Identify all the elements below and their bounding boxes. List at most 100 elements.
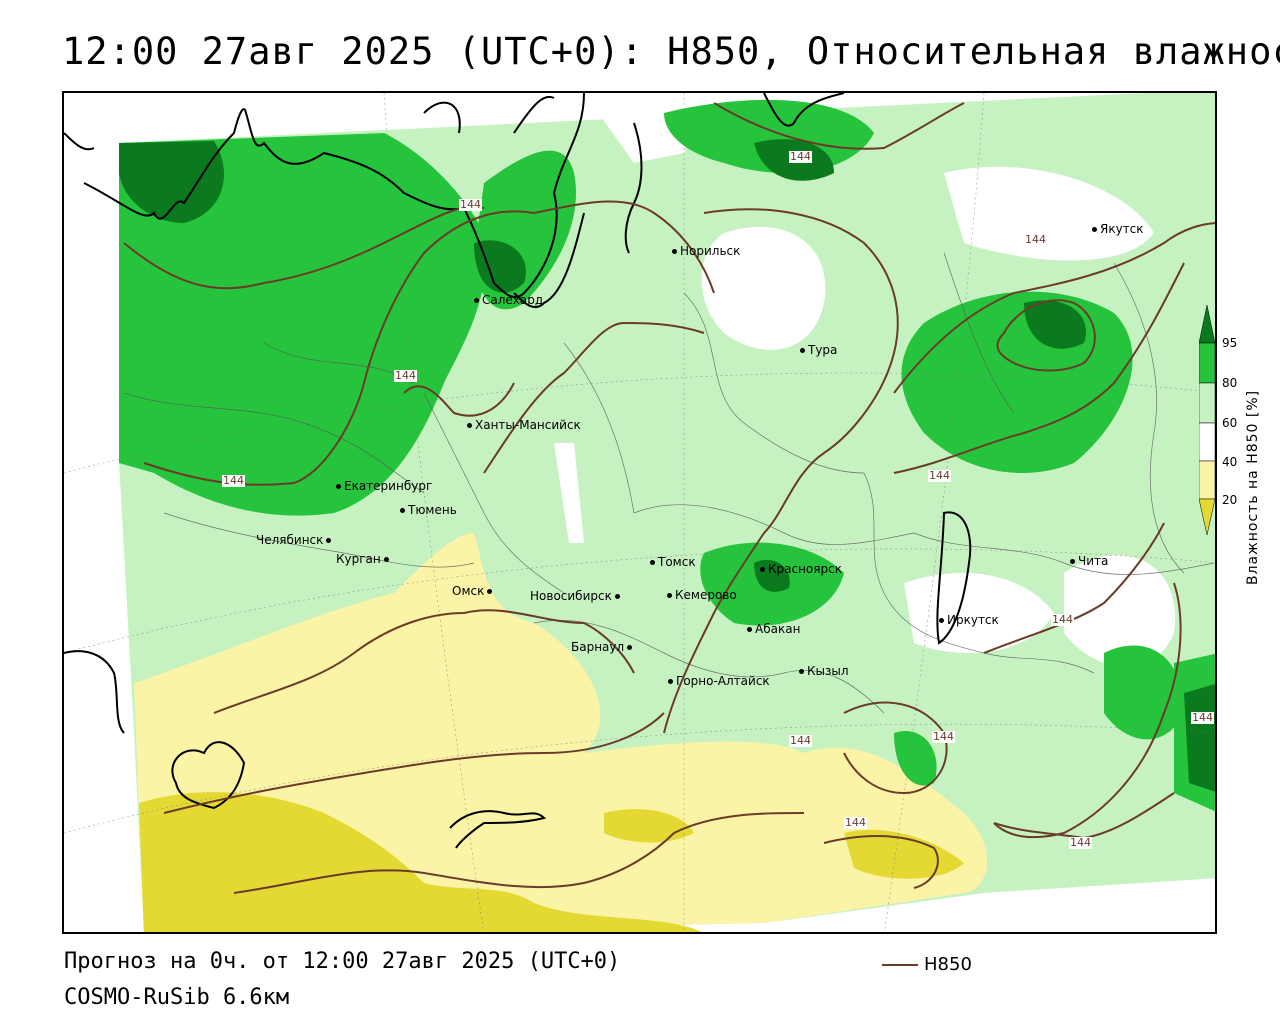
city-label: Барнаул <box>571 640 625 654</box>
contour-label: 144 <box>844 816 867 829</box>
humidity-area-40-60 <box>1064 555 1176 667</box>
city-marker: Салехард <box>474 293 543 307</box>
contour-label: 144 <box>789 734 812 747</box>
humidity-area-gt95 <box>119 141 224 223</box>
city-marker: Кызыл <box>799 664 849 678</box>
contour-label: 144 <box>789 150 812 163</box>
humidity-area-gt95 <box>1024 300 1086 349</box>
city-marker: Томск <box>650 555 696 569</box>
contour-line-swatch <box>882 964 918 966</box>
city-marker: Абакан <box>747 622 800 636</box>
contour-label: 144 <box>222 474 245 487</box>
h850-contours <box>123 102 1215 894</box>
contour-label: 144 <box>1024 233 1047 246</box>
city-marker: Кемерово <box>667 588 737 602</box>
city-label: Норильск <box>680 244 741 258</box>
city-marker: Ханты-Мансийск <box>467 418 581 432</box>
contour-144 <box>843 701 948 795</box>
humidity-area-40-60 <box>554 443 584 543</box>
city-label: Челябинск <box>256 533 324 547</box>
city-marker: Норильск <box>672 244 740 258</box>
model-label: COSMO-RuSib 6.6км <box>64 985 290 1010</box>
city-marker: Красноярск <box>760 562 842 576</box>
humidity-legend <box>1199 305 1269 595</box>
city-label: Тюмень <box>408 503 457 517</box>
city-dot-icon <box>939 618 944 623</box>
city-label: Ханты-Мансийск <box>475 418 581 432</box>
humidity-area-40-60 <box>944 166 1154 261</box>
contour-label: 144 <box>1191 711 1214 724</box>
contour-label: 144 <box>928 469 951 482</box>
legend-swatch-gt95 <box>1199 305 1216 344</box>
city-dot-icon <box>799 669 804 674</box>
contour-144 <box>123 205 485 290</box>
legend-swatch-lt20 <box>1199 498 1216 535</box>
city-dot-icon <box>1070 559 1075 564</box>
city-marker: Омск <box>452 584 495 598</box>
city-marker: Барнаул <box>571 640 635 654</box>
contour-144 <box>993 582 1182 839</box>
humidity-area-40-60 <box>701 226 826 350</box>
city-dot-icon <box>474 298 479 303</box>
city-marker: Тюмень <box>400 503 457 517</box>
humidity-area-gt95 <box>1184 684 1215 792</box>
legend-tick: 80 <box>1222 376 1238 390</box>
city-dot-icon <box>487 589 493 594</box>
city-dot-icon <box>800 348 805 353</box>
contour-144 <box>403 382 515 417</box>
city-dot-icon <box>336 484 341 489</box>
city-marker: Екатеринбург <box>336 479 432 493</box>
contour-144 <box>233 812 805 894</box>
city-label: Новосибирск <box>530 589 612 603</box>
humidity-area-80-95 <box>119 133 486 516</box>
city-label: Горно-Алтайск <box>676 674 770 688</box>
humidity-area-80-95 <box>894 731 937 786</box>
humidity-area-40-60 <box>904 573 1054 653</box>
city-dot-icon <box>672 249 677 254</box>
city-dot-icon <box>1092 227 1097 232</box>
contour-line-label: H850 <box>924 954 972 975</box>
city-marker: Новосибирск <box>530 589 623 603</box>
city-dot-icon <box>400 508 405 513</box>
contour-144 <box>213 609 635 714</box>
city-label: Якутск <box>1100 222 1144 236</box>
humidity-area-40-60 <box>64 93 144 932</box>
city-marker: Челябинск <box>256 533 334 547</box>
contour-144 <box>996 299 1096 372</box>
map-title: 12:00 27авг 2025 (UTC+0): H850, Относите… <box>62 30 1280 73</box>
legend-swatch-40-60 <box>1199 422 1216 462</box>
graticule <box>64 93 1215 932</box>
city-marker: Тура <box>800 343 837 357</box>
contour-144 <box>983 522 1165 654</box>
contour-144 <box>713 102 965 150</box>
city-dot-icon <box>627 645 633 650</box>
contour-144 <box>893 262 1185 474</box>
city-label: Абакан <box>755 622 801 636</box>
city-label: Курган <box>336 552 381 566</box>
city-dot-icon <box>650 560 655 565</box>
city-marker: Горно-Алтайск <box>668 674 770 688</box>
city-marker: Якутск <box>1092 222 1144 236</box>
city-dot-icon <box>383 557 389 562</box>
city-label: Кызыл <box>807 664 849 678</box>
city-label: Екатеринбург <box>344 479 433 493</box>
legend-colorbar <box>1199 305 1216 535</box>
contour-144 <box>823 835 939 889</box>
city-label: Кемерово <box>675 588 737 602</box>
contour-144 <box>483 321 705 474</box>
city-label: Красноярск <box>768 562 842 576</box>
humidity-field <box>64 93 1215 932</box>
city-dot-icon <box>467 423 472 428</box>
legend-swatch-80-95 <box>1199 342 1216 384</box>
legend-tick: 60 <box>1222 416 1238 430</box>
contour-144 <box>163 712 665 814</box>
contour-label: 144 <box>394 369 417 382</box>
city-label: Иркутск <box>947 613 999 627</box>
city-label: Чита <box>1078 554 1109 568</box>
city-dot-icon <box>760 567 765 572</box>
coastlines <box>64 93 972 849</box>
map-canvas: 144 144 144 144 144 144 144 144 144 144 … <box>62 91 1217 934</box>
city-dot-icon <box>326 538 332 543</box>
humidity-area-gt95 <box>474 240 526 293</box>
contour-label: 144 <box>1051 613 1074 626</box>
